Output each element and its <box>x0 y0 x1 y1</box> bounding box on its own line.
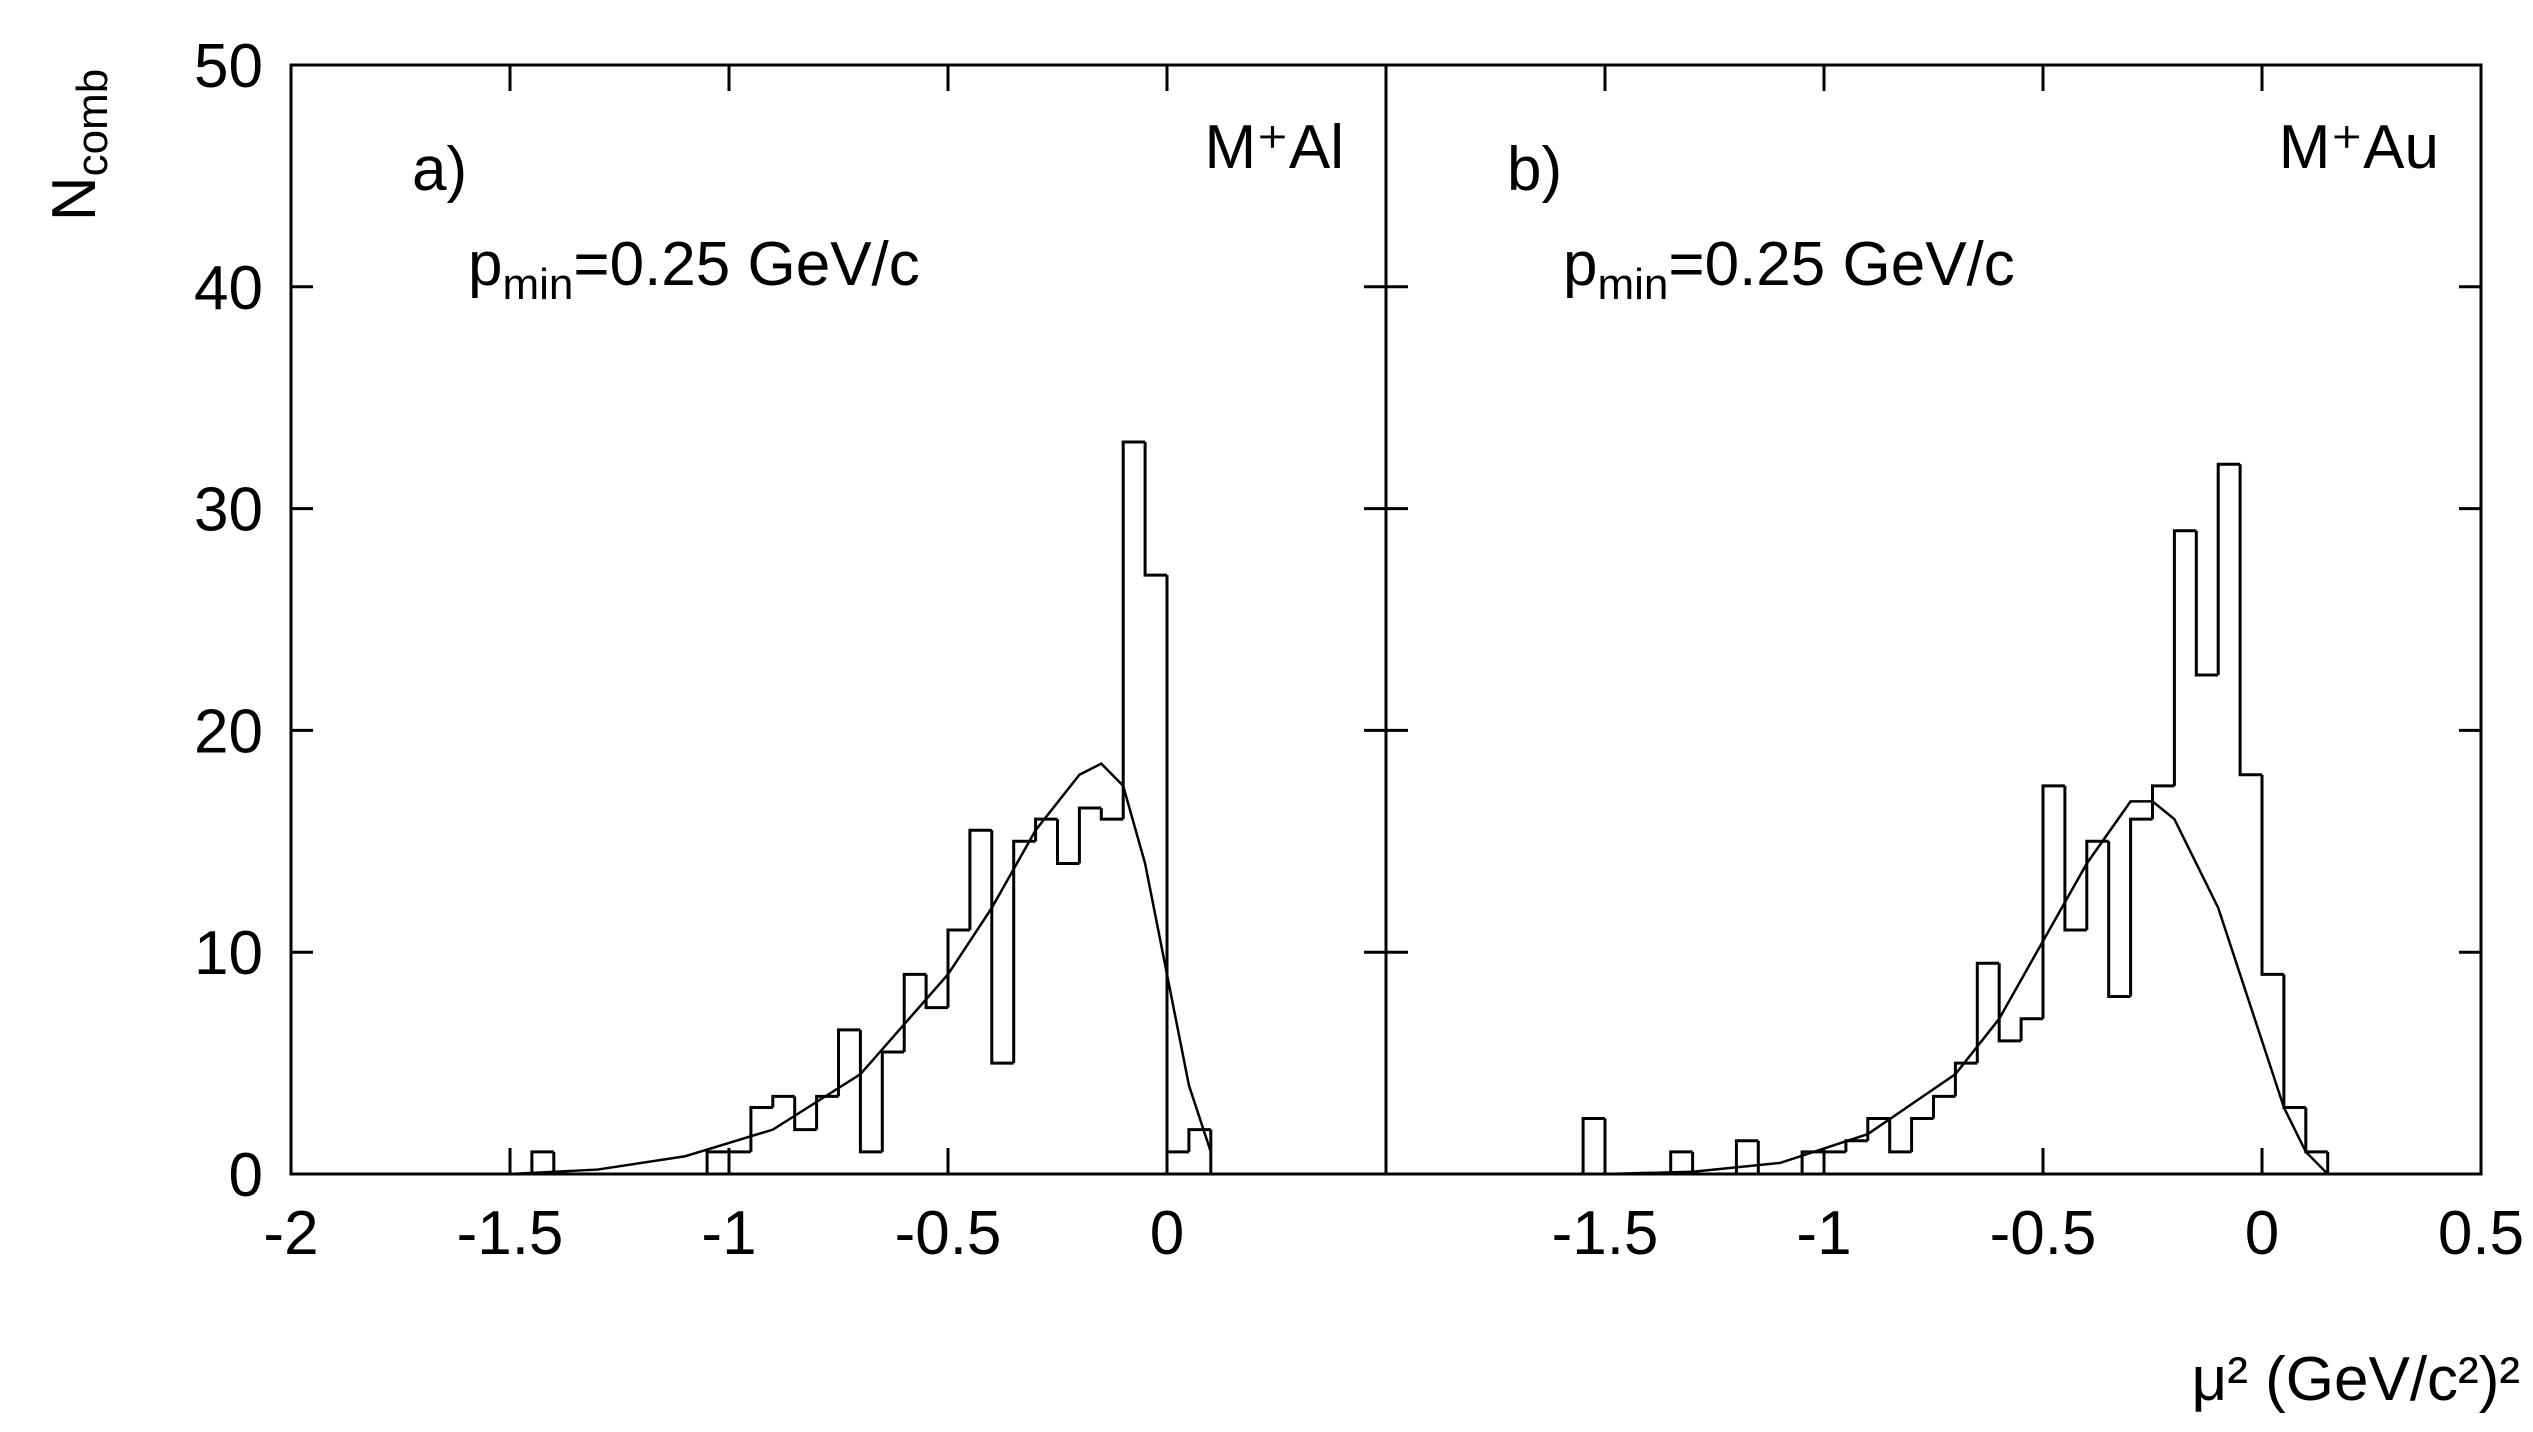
histogram-bin <box>2282 974 2306 1109</box>
histogram-bin <box>2260 774 2284 976</box>
histogram-bin <box>968 828 992 931</box>
y-axis-title-main: N <box>40 176 109 221</box>
panel-label: a) <box>412 135 467 204</box>
histogram-bin <box>1932 1094 1956 1119</box>
y-tick-label: 40 <box>194 254 263 323</box>
y-axis-title-sub: comb <box>68 69 117 177</box>
histogram-bin <box>946 928 970 1008</box>
histogram-bin <box>1056 819 1080 865</box>
y-tick-label: 30 <box>194 476 263 545</box>
y-tick-label: 50 <box>194 32 263 101</box>
x-tick-label: 0 <box>2245 1199 2279 1268</box>
histogram-bin <box>1143 442 1167 577</box>
x-tick-label: -1 <box>701 1199 756 1268</box>
histogram-bin <box>2129 817 2153 997</box>
histogram-bin <box>2019 1017 2043 1041</box>
histogram-bin <box>924 974 948 1010</box>
histogram-bin <box>1844 1139 1868 1152</box>
histogram-bin <box>2238 464 2262 777</box>
histogram-bin <box>1121 440 1146 820</box>
plot-frame <box>1384 63 2483 1176</box>
x-tick-label: -0.5 <box>1990 1199 2097 1268</box>
histogram-bin <box>1165 575 1189 1154</box>
fit-curve <box>509 762 1212 1176</box>
histogram-bin <box>1034 817 1058 842</box>
x-tick-label: -1 <box>1796 1199 1851 1268</box>
x-axis-title: μ² (GeV/c²)² <box>2192 1345 2520 1414</box>
histogram-bin <box>880 1050 905 1152</box>
x-tick-label: 0.5 <box>2438 1199 2524 1268</box>
histogram-bin <box>1910 1117 1934 1152</box>
x-tick-label: -0.5 <box>895 1199 1002 1268</box>
histogram-bin <box>1997 963 2022 1043</box>
cut-main: p <box>468 230 502 299</box>
histogram-bin <box>2194 530 2219 677</box>
x-tick-label: -1.5 <box>457 1199 564 1268</box>
cut-sub: min <box>1597 260 1668 309</box>
histogram-bin <box>2151 784 2175 820</box>
histogram-bin <box>771 1094 795 1108</box>
histogram-bin <box>530 1150 554 1174</box>
histogram-bin <box>1603 1118 1627 1176</box>
panel-target: M⁺Al <box>1205 113 1345 182</box>
histogram-bin <box>1756 1140 1781 1176</box>
histogram-bin <box>1209 1129 1233 1176</box>
histogram-bin <box>2085 839 2109 931</box>
histogram-bin <box>2063 785 2087 932</box>
cut-sub: min <box>502 260 573 309</box>
histogram-bin <box>1012 839 1036 1064</box>
histogram-bin <box>2216 462 2241 675</box>
cut-rest: =0.25 GeV/c <box>573 230 919 299</box>
histogram-bin <box>1975 961 2000 1064</box>
y-tick-label: 20 <box>194 697 263 766</box>
histogram-bin <box>552 1151 576 1176</box>
histogram-bin <box>793 1096 817 1132</box>
histogram-bin <box>1077 806 1102 864</box>
y-tick-label: 10 <box>194 919 263 988</box>
panel-target: M⁺Au <box>2279 113 2439 182</box>
cut-rest: =0.25 GeV/c <box>1668 230 2014 299</box>
histogram-bin <box>2107 841 2131 999</box>
x-tick-label: -1.5 <box>1552 1199 1659 1268</box>
histogram-bin <box>1581 1117 1605 1174</box>
histogram-bin <box>2041 784 2065 1019</box>
histogram-bin <box>2172 529 2197 786</box>
histogram-bin <box>1099 808 1124 821</box>
histogram-bin <box>1888 1118 1912 1154</box>
histogram-bin <box>990 830 1014 1065</box>
y-tick-label: 0 <box>229 1141 263 1210</box>
histogram-bin <box>2304 1107 2328 1154</box>
histogram-bin <box>705 1150 729 1174</box>
fit-curve <box>1604 800 2329 1176</box>
panel-label: b) <box>1507 135 1562 204</box>
x-tick-label: -2 <box>263 1199 318 1268</box>
histogram-bin <box>837 1028 861 1097</box>
histogram-bin <box>858 1029 883 1154</box>
cut-main: p <box>1563 230 1597 299</box>
cut-annotation: pmin=0.25 GeV/c <box>468 230 920 309</box>
histogram-bin <box>1953 1061 1978 1097</box>
histogram-bin <box>1691 1151 1715 1176</box>
histogram-bin <box>1734 1139 1759 1174</box>
y-axis-title: Ncomb <box>40 69 117 221</box>
histogram-bin <box>815 1094 839 1130</box>
histogram-bin <box>1669 1150 1693 1174</box>
cut-annotation: pmin=0.25 GeV/c <box>1563 230 2015 309</box>
x-tick-label: 0 <box>1150 1199 1184 1268</box>
